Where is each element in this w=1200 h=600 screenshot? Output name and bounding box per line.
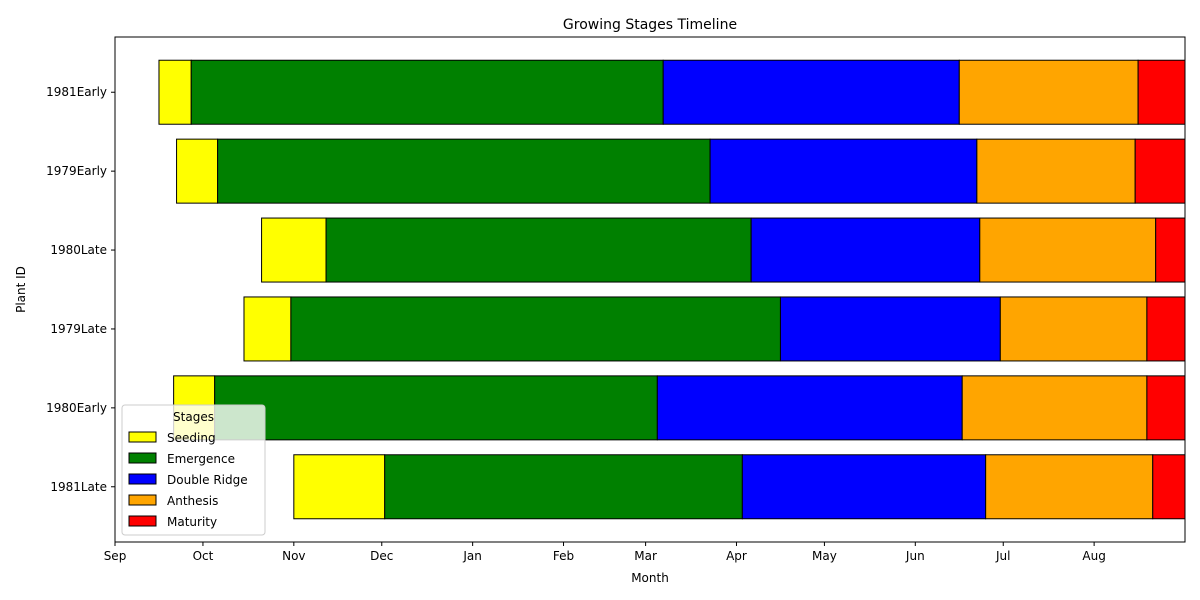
- bars-layer: [158, 59, 1185, 520]
- bar-1981Late-seeding: [293, 454, 386, 520]
- bar-1980Early-anthesis: [961, 375, 1148, 441]
- bar-1981Early-emergence: [190, 59, 664, 125]
- legend-swatch: [128, 494, 157, 506]
- x-tick-label: Aug: [1082, 549, 1105, 563]
- bar-1980Early-emergence: [214, 375, 658, 441]
- x-tick-label: Nov: [282, 549, 305, 563]
- x-axis: Sep Oct Nov Dec Jan Feb Mar Apr May Jun Jul Aug: [104, 542, 1106, 563]
- y-tick-label: 1979Early: [46, 164, 107, 178]
- y-tick-label: 1981Early: [46, 85, 107, 99]
- plot-frame: [114, 36, 1186, 543]
- bar-1979Early-maturity: [1134, 138, 1185, 204]
- legend-swatch: [128, 473, 157, 485]
- x-tick-label: Dec: [370, 549, 393, 563]
- bar-1981Early-anthesis: [958, 59, 1139, 125]
- bar-1981Late-double-ridge: [741, 454, 987, 520]
- legend-entry: Double Ridge: [167, 473, 248, 487]
- x-tick-label: Jun: [905, 549, 925, 563]
- x-axis-label: Month: [631, 571, 669, 585]
- bar-1979Late-maturity: [1146, 296, 1185, 362]
- legend-entry: Emergence: [167, 452, 235, 466]
- y-tick-label: 1980Late: [50, 243, 107, 257]
- bar-1981Late-emergence: [384, 454, 743, 520]
- bar-1979Early-anthesis: [976, 138, 1136, 204]
- legend-box: [121, 404, 266, 536]
- y-axis: 1981Early 1979Early 1980Late 1979Late 1980Ea…: [46, 85, 115, 494]
- bar-1980Late-double-ridge: [750, 217, 981, 283]
- legend-title: Stages: [173, 410, 214, 424]
- bar-1980Late-anthesis: [979, 217, 1157, 283]
- bar-1981Early-seeding: [158, 59, 192, 125]
- legend-swatch: [128, 431, 157, 443]
- legend: Stages Seeding Emergence Double Ridge Anthes…: [121, 404, 266, 536]
- x-tick-label: Jul: [995, 549, 1010, 563]
- legend-swatch: [128, 515, 157, 527]
- x-tick-label: Apr: [726, 549, 747, 563]
- x-tick-label: Feb: [553, 549, 574, 563]
- bar-1979Late-anthesis: [999, 296, 1148, 362]
- bar-1980Late-seeding: [261, 217, 327, 283]
- y-axis-label: Plant ID: [14, 266, 28, 313]
- bar-1981Early-double-ridge: [662, 59, 960, 125]
- bar-1981Early-maturity: [1137, 59, 1185, 125]
- bar-1979Early-emergence: [217, 138, 711, 204]
- bar-1981Late-maturity: [1152, 454, 1185, 520]
- x-tick-label: Sep: [104, 549, 127, 563]
- legend-entry: Maturity: [167, 515, 217, 529]
- legend-entry: Seeding: [167, 431, 216, 445]
- bar-1979Early-double-ridge: [709, 138, 978, 204]
- bar-1980Early-double-ridge: [656, 375, 963, 441]
- bar-1979Late-double-ridge: [779, 296, 1001, 362]
- x-tick-label: Jan: [462, 549, 482, 563]
- x-tick-label: Oct: [193, 549, 214, 563]
- x-tick-label: May: [812, 549, 837, 563]
- y-tick-label: 1980Early: [46, 401, 107, 415]
- y-tick-label: 1981Late: [50, 480, 107, 494]
- chart-title: Growing Stages Timeline: [563, 17, 737, 33]
- legend-swatch: [128, 452, 157, 464]
- bar-1980Late-emergence: [325, 217, 752, 283]
- bar-1979Late-emergence: [290, 296, 781, 362]
- y-tick-label: 1979Late: [50, 322, 107, 336]
- bar-1979Late-seeding: [243, 296, 292, 362]
- bar-1980Early-maturity: [1146, 375, 1185, 441]
- legend-entry: Anthesis: [167, 494, 218, 508]
- x-tick-label: Mar: [634, 549, 657, 563]
- bar-1980Late-maturity: [1155, 217, 1185, 283]
- bar-1979Early-seeding: [176, 138, 219, 204]
- bar-1981Late-anthesis: [985, 454, 1154, 520]
